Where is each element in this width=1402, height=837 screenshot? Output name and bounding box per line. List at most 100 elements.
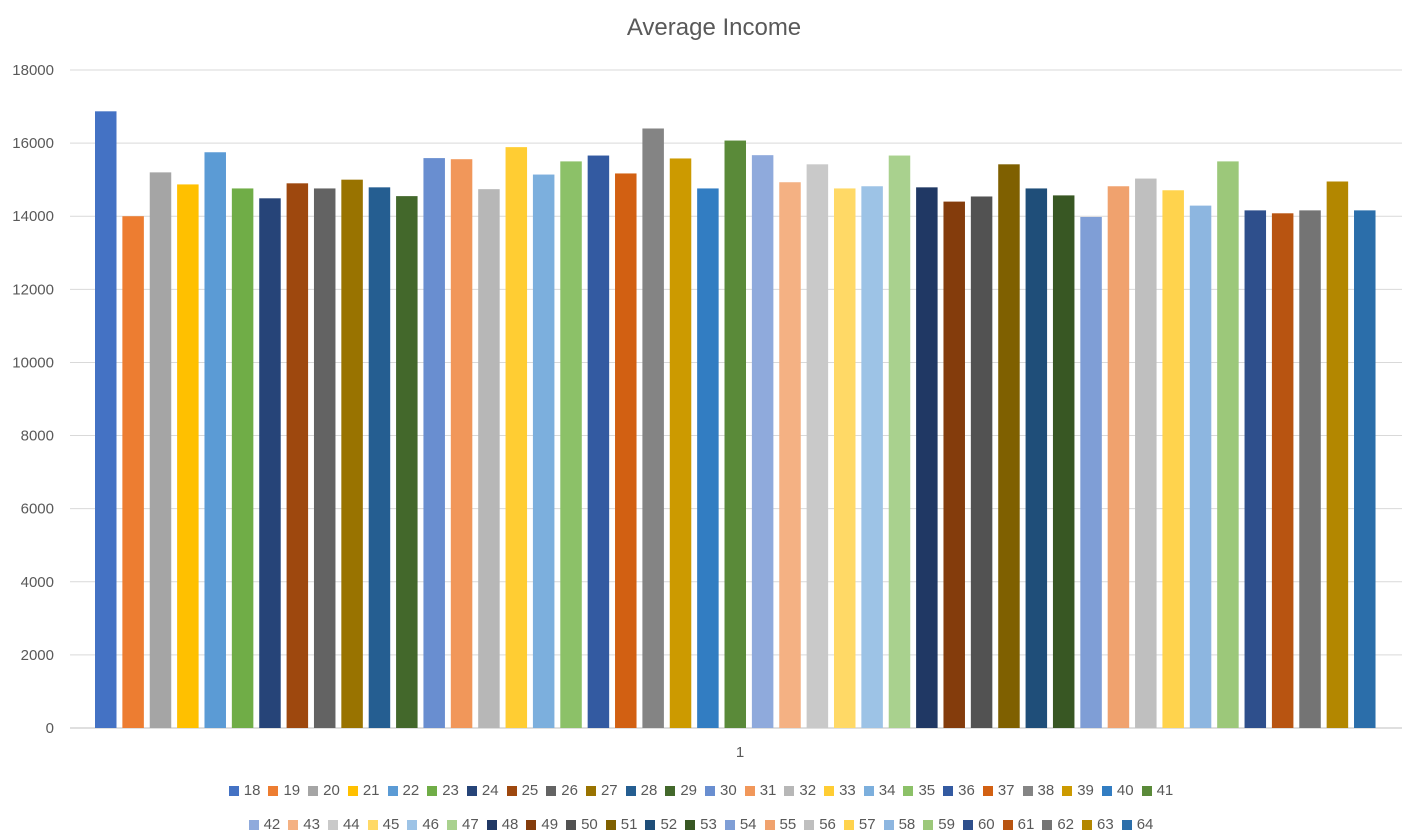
- legend-swatch: [387, 785, 398, 796]
- bar-36: [587, 155, 610, 729]
- legend-swatch: [268, 785, 279, 796]
- legend-label: 52: [660, 816, 678, 833]
- legend-item: 22: [387, 782, 419, 799]
- bar-60: [1244, 210, 1267, 728]
- legend-item: 58: [883, 816, 916, 833]
- bars: [95, 111, 1376, 729]
- legend-item: 23: [427, 782, 459, 799]
- legend-label: 24: [481, 782, 499, 799]
- bar-39: [669, 158, 692, 728]
- legend-swatch: [327, 819, 338, 830]
- bar-59: [1217, 161, 1239, 728]
- bar-64: [1354, 210, 1376, 728]
- legend-item: 46: [407, 816, 439, 833]
- legend-item: 36: [943, 782, 975, 799]
- bar-25: [286, 183, 309, 728]
- legend-item: 35: [903, 782, 935, 799]
- legend-item: 57: [843, 816, 876, 833]
- legend-label: 30: [720, 782, 737, 799]
- legend-label: 54: [739, 816, 757, 833]
- legend-label: 60: [977, 816, 995, 833]
- legend-item: 59: [923, 816, 955, 833]
- legend-item: 45: [367, 816, 399, 833]
- legend-item: 41: [1141, 782, 1174, 799]
- bar-48: [916, 187, 938, 729]
- y-tick-label: 14000: [12, 208, 54, 225]
- legend-swatch: [1141, 785, 1152, 796]
- legend-row-1: 18 19 20 21 22 23 24 25 26 27 28 29 30 31 32 33 34 35 36 37…: [0, 782, 1402, 799]
- legend-label: 36: [958, 782, 975, 799]
- bar-42: [751, 155, 774, 729]
- legend-item: 29: [665, 782, 697, 799]
- legend-label: 32: [799, 782, 817, 799]
- legend-swatch: [308, 785, 319, 796]
- legend-item: 24: [466, 782, 499, 799]
- legend-label: 61: [1017, 816, 1035, 833]
- legend-item: 38: [1022, 782, 1054, 799]
- y-tick-label: 0: [46, 720, 54, 737]
- legend-label: 25: [521, 782, 539, 799]
- legend-item: 50: [566, 816, 598, 833]
- legend-label: 49: [541, 816, 559, 833]
- chart-title: Average Income: [626, 14, 802, 41]
- bar-chart: 0 2000 4000 6000 8000 10000 12000 14000 16000 180…: [12, 62, 1402, 761]
- legend-swatch: [288, 819, 299, 830]
- bar-24: [259, 198, 281, 728]
- legend-swatch: [824, 785, 835, 796]
- legend-label: 58: [898, 816, 916, 833]
- legend-item: 52: [645, 816, 677, 833]
- legend-swatch: [744, 785, 755, 796]
- bar-22: [204, 152, 226, 728]
- legend-label: 43: [303, 816, 320, 833]
- legend-item: 39: [1062, 782, 1094, 799]
- bar-26: [313, 188, 336, 728]
- legend-swatch: [248, 819, 259, 830]
- legend-item: 33: [824, 782, 856, 799]
- legend-label: 47: [462, 816, 479, 833]
- bar-55: [1107, 186, 1130, 728]
- bar-28: [368, 187, 391, 729]
- y-tick-label: 12000: [12, 281, 54, 298]
- legend-label: 42: [263, 816, 281, 833]
- legend-item: 40: [1101, 782, 1134, 799]
- legend-item: 26: [546, 782, 578, 799]
- legend-label: 20: [323, 782, 340, 799]
- legend-item: 62: [1042, 816, 1074, 833]
- legend-swatch: [347, 785, 358, 796]
- y-tick-label: 16000: [12, 135, 54, 152]
- legend-item: 18: [228, 782, 260, 799]
- bar-63: [1326, 181, 1349, 729]
- bar-32: [478, 189, 500, 729]
- legend-label: 50: [581, 816, 598, 833]
- legend-label: 63: [1097, 816, 1114, 833]
- bar-61: [1271, 213, 1294, 729]
- legend-item: 32: [784, 782, 816, 799]
- bar-41: [724, 140, 747, 729]
- legend-label: 53: [700, 816, 717, 833]
- legend-label: 26: [561, 782, 578, 799]
- legend-swatch: [546, 785, 557, 796]
- legend-item: 37: [982, 782, 1015, 799]
- legend-swatch: [605, 819, 616, 830]
- legend-swatch: [903, 785, 914, 796]
- legend-swatch: [982, 785, 993, 796]
- legend-item: 31: [744, 782, 776, 799]
- legend-swatch: [466, 785, 477, 796]
- legend-label: 55: [779, 816, 797, 833]
- legend-label: 21: [362, 782, 380, 799]
- legend-swatch: [486, 819, 497, 830]
- bar-33: [505, 147, 528, 728]
- legend-swatch: [1062, 785, 1073, 796]
- bar-53: [1052, 195, 1075, 728]
- legend-swatch: [863, 785, 874, 796]
- x-axis-tick-labels: 1: [736, 744, 744, 761]
- legend-item: 48: [486, 816, 518, 833]
- legend-label: 41: [1156, 782, 1174, 799]
- y-tick-label: 6000: [21, 501, 54, 518]
- y-tick-label: 2000: [21, 647, 54, 664]
- y-tick-label: 4000: [21, 574, 54, 591]
- legend-item: 34: [863, 782, 895, 799]
- legend-label: 33: [839, 782, 856, 799]
- bar-56: [1135, 178, 1157, 728]
- legend-item: 56: [804, 816, 836, 833]
